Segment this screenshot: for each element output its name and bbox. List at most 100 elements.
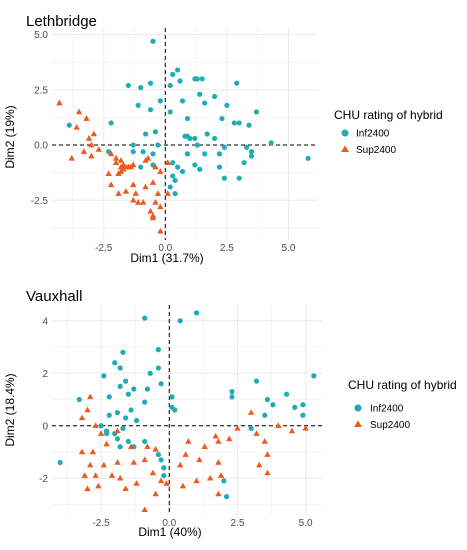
point-sup2400 [105, 170, 112, 177]
point-inf2400 [197, 166, 203, 172]
point-inf2400 [167, 109, 173, 115]
point-sup2400 [196, 456, 203, 463]
legend-label-sup2400: Sup2400 [370, 420, 410, 431]
point-inf2400 [144, 386, 151, 392]
point-inf2400 [202, 100, 208, 106]
point-sup2400 [185, 438, 192, 444]
point-inf2400 [224, 102, 230, 108]
point-sup2400 [261, 438, 268, 444]
point-inf2400 [150, 38, 156, 44]
point-sup2400 [152, 490, 159, 497]
x-tick-label: 0.0 [162, 518, 176, 529]
legend-title: CHU rating of hybrid [334, 108, 443, 122]
point-inf2400 [192, 135, 198, 142]
point-sup2400 [117, 157, 125, 163]
x-tick-label: 2.5 [220, 243, 234, 254]
point-inf2400 [117, 444, 123, 450]
point-inf2400 [120, 349, 126, 355]
x-tick-label: 5.0 [299, 518, 313, 529]
tick-labels: -2.5 0.0 2.5 5.0 -2 0 2 4 [39, 316, 313, 529]
grid [52, 305, 322, 515]
point-inf2400 [169, 394, 175, 400]
point-inf2400 [138, 85, 144, 91]
point-sup2400 [112, 159, 120, 166]
x-tick-label: 2.5 [231, 518, 245, 529]
point-sup2400 [288, 427, 296, 434]
point-sup2400 [141, 506, 148, 513]
panel-lethbridge: Lethbridge -2.5 0.0 2.5 5.0 -2.5 0.0 2.5 5.0 Di… [3, 13, 443, 265]
point-inf2400 [268, 140, 274, 146]
point-inf2400 [202, 151, 208, 157]
point-sup2400 [144, 154, 152, 161]
panel-title: Lethbridge [26, 13, 97, 30]
legend-label-inf2400: Inf2400 [370, 404, 404, 415]
point-inf2400 [161, 473, 167, 479]
point-inf2400 [229, 394, 235, 400]
point-sup2400 [176, 461, 184, 468]
point-sup2400 [256, 461, 263, 468]
point-inf2400 [236, 120, 242, 126]
point-sup2400 [144, 443, 151, 450]
point-sup2400 [112, 154, 120, 161]
x-tick-label: -2.5 [92, 518, 110, 529]
point-inf2400 [147, 370, 153, 376]
legend-marker-inf2400 [354, 404, 362, 412]
point-inf2400 [120, 425, 126, 431]
point-sup2400 [247, 409, 255, 415]
point-inf2400 [172, 407, 178, 413]
point-inf2400 [175, 67, 181, 73]
point-sup2400 [157, 227, 164, 234]
point-sup2400 [154, 190, 162, 196]
point-inf2400 [133, 417, 140, 424]
point-inf2400 [150, 151, 156, 157]
point-inf2400 [253, 109, 260, 115]
y-tick-label: 2 [42, 369, 48, 380]
y-tick-label: 0 [42, 421, 48, 432]
point-inf2400 [161, 465, 167, 471]
point-inf2400 [262, 412, 268, 418]
point-sup2400 [133, 480, 140, 486]
point-inf2400 [184, 151, 191, 157]
point-inf2400 [158, 457, 164, 463]
point-inf2400 [172, 191, 178, 197]
point-sup2400 [164, 159, 171, 166]
point-inf2400 [311, 373, 317, 379]
point-sup2400 [97, 430, 105, 436]
point-sup2400 [215, 438, 222, 444]
point-inf2400 [300, 412, 306, 418]
point-inf2400 [234, 80, 240, 86]
point-inf2400 [246, 122, 252, 128]
legend-marker-sup2400 [354, 420, 362, 427]
y-axis-label: Dim2 (18.4%) [3, 373, 17, 446]
point-sup2400 [92, 472, 99, 478]
y-axis-label: Dim2 (19%) [3, 105, 17, 168]
point-inf2400 [130, 149, 136, 155]
point-inf2400 [292, 404, 298, 410]
point-inf2400 [216, 151, 223, 157]
point-sup2400 [88, 141, 95, 148]
point-sup2400 [107, 150, 115, 157]
point-inf2400 [106, 412, 112, 418]
y-tick-label: 5.0 [34, 30, 48, 41]
point-sup2400 [89, 448, 97, 455]
point-inf2400 [241, 160, 247, 166]
point-sup2400 [83, 115, 90, 121]
point-inf2400 [106, 394, 112, 400]
point-sup2400 [132, 190, 139, 196]
point-inf2400 [248, 149, 255, 155]
point-sup2400 [114, 427, 121, 434]
point-sup2400 [122, 188, 130, 194]
point-inf2400 [204, 131, 210, 137]
legend-label-inf2400: Inf2400 [356, 129, 390, 140]
point-inf2400 [152, 129, 159, 135]
point-inf2400 [223, 494, 230, 500]
point-inf2400 [194, 76, 200, 82]
y-tick-label: -2.5 [31, 196, 49, 207]
point-sup2400 [122, 485, 129, 492]
point-inf2400 [167, 82, 173, 89]
point-inf2400 [248, 153, 255, 159]
point-inf2400 [125, 391, 131, 397]
x-axis-label: Dim1 (40%) [138, 525, 201, 539]
point-inf2400 [140, 149, 146, 155]
point-inf2400 [147, 80, 154, 86]
